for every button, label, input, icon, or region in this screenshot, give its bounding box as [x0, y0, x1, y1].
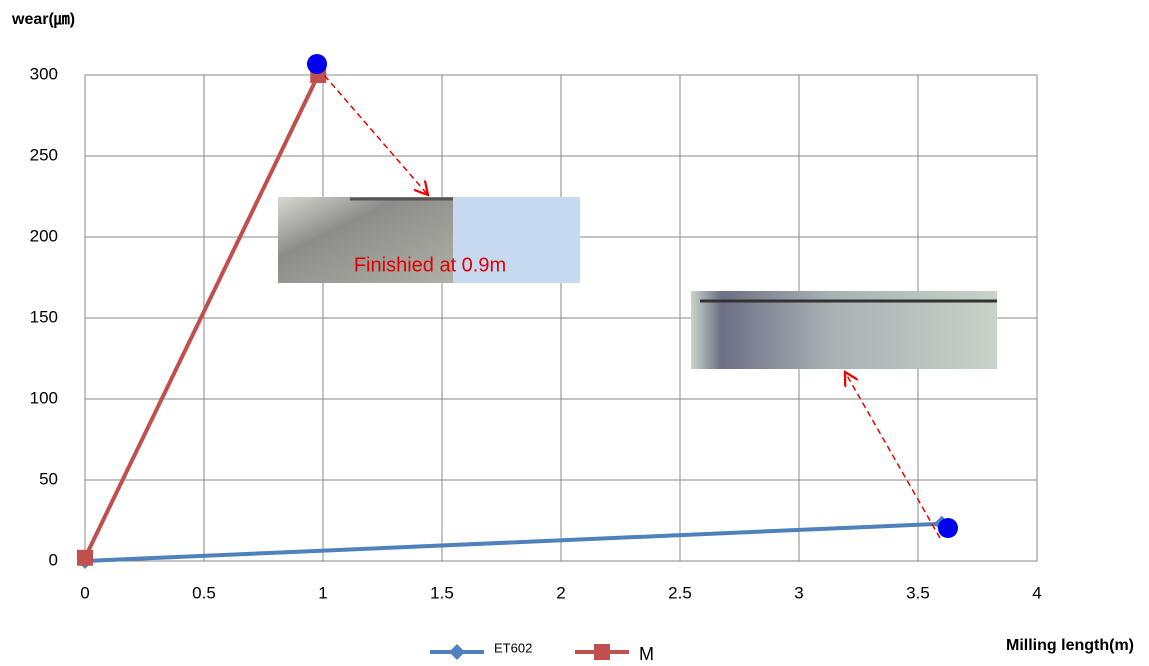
marker: [77, 549, 93, 566]
x-axis-title: Milling length(m): [1006, 637, 1134, 654]
plot-frame: [84, 74, 1038, 562]
marker: [594, 644, 610, 660]
x-tick-label: 4: [1032, 583, 1041, 602]
series-line: [84, 521, 942, 563]
x-tick-label: 2: [556, 583, 565, 602]
x-tick-label: 1: [318, 583, 327, 602]
arrow: [845, 372, 941, 539]
x-tick-label: 0: [80, 583, 89, 602]
y-tick-label: 100: [30, 388, 58, 407]
x-tick-label: 2.5: [668, 583, 692, 602]
legend-label: ET602: [494, 640, 532, 655]
highlight-dot: [938, 518, 958, 538]
y-tick-label: 50: [39, 469, 58, 488]
x-tick-label: 3: [794, 583, 803, 602]
legend-label: M: [639, 644, 654, 664]
marker: [449, 644, 465, 660]
x-tick-label: 1.5: [430, 583, 454, 602]
x-tick-label: 0.5: [192, 583, 216, 602]
y-tick-label: 150: [30, 307, 58, 326]
arrow: [317, 67, 428, 195]
y-tick-label: 200: [30, 226, 58, 245]
inset-image: [278, 197, 580, 283]
annotation: Finishied at 0.9m: [354, 254, 506, 276]
y-tick-label: 250: [30, 145, 58, 164]
inset-image: [691, 291, 997, 369]
x-tick-label: 3.5: [906, 583, 930, 602]
y-tick-label: 300: [30, 64, 58, 83]
y-tick-label: 0: [49, 550, 58, 569]
series-line: [83, 74, 321, 559]
legend: ET602 M: [430, 640, 654, 664]
highlight-dot: [307, 54, 327, 74]
y-axis-title: wear(㎛): [11, 11, 75, 29]
